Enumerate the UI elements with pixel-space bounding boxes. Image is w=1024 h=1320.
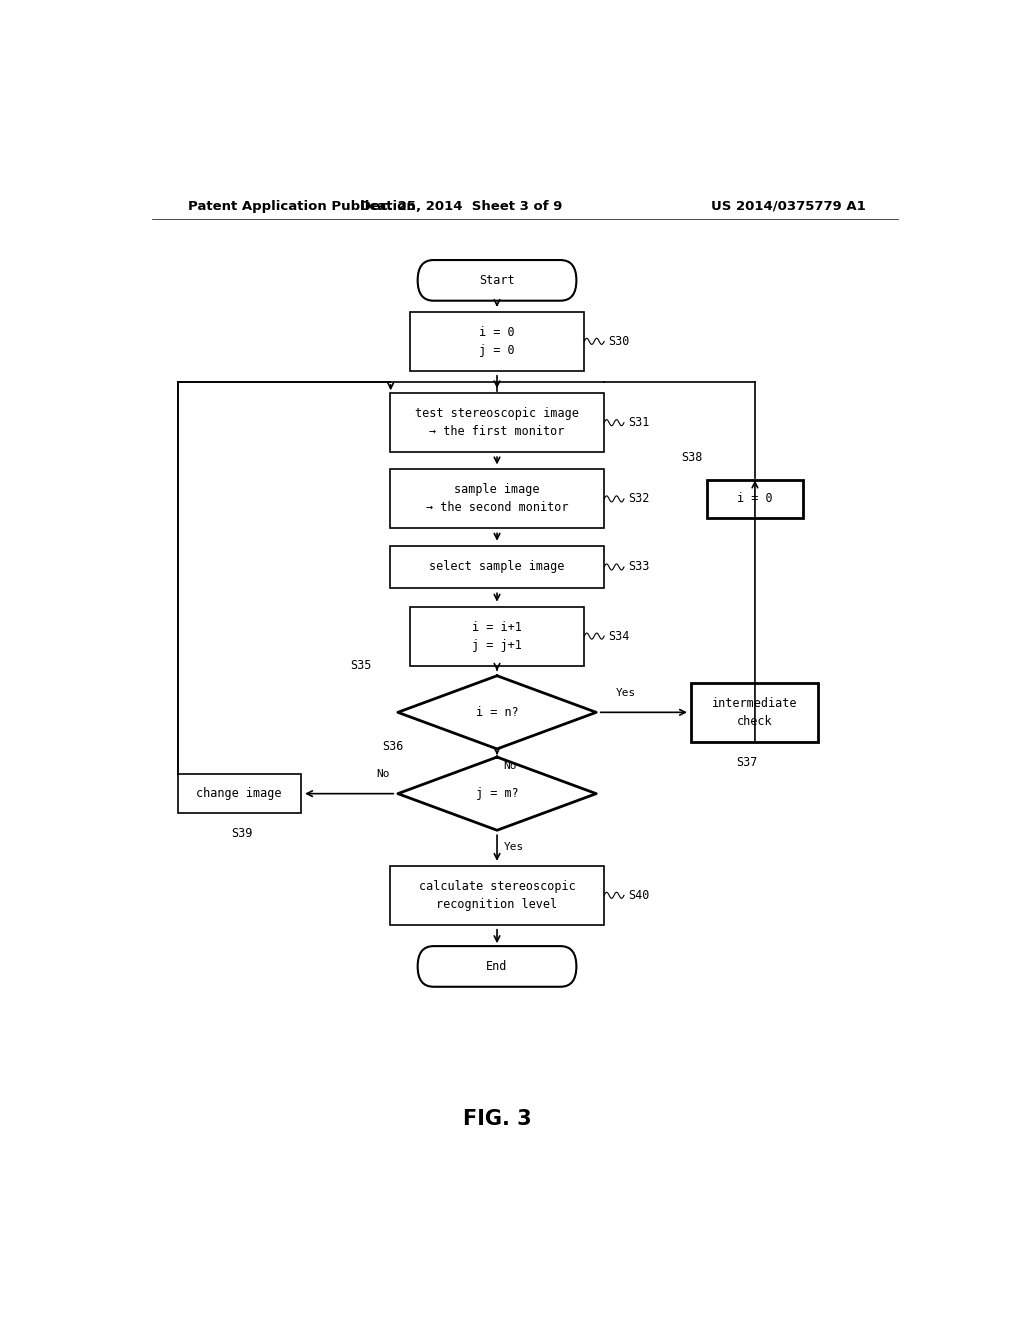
Text: S34: S34 — [608, 630, 630, 643]
Polygon shape — [397, 758, 596, 830]
Text: S40: S40 — [628, 888, 649, 902]
Text: Yes: Yes — [616, 688, 636, 698]
Text: Yes: Yes — [504, 842, 523, 853]
Text: End: End — [486, 960, 508, 973]
Text: S36: S36 — [382, 741, 403, 754]
FancyBboxPatch shape — [390, 866, 604, 925]
FancyBboxPatch shape — [410, 312, 585, 371]
Text: No: No — [377, 770, 390, 779]
Text: S37: S37 — [736, 755, 758, 768]
FancyBboxPatch shape — [177, 775, 301, 813]
Text: S39: S39 — [231, 826, 253, 840]
Text: No: No — [504, 762, 517, 771]
FancyBboxPatch shape — [691, 682, 818, 742]
Text: S32: S32 — [628, 492, 649, 506]
FancyBboxPatch shape — [418, 946, 577, 987]
Text: intermediate
check: intermediate check — [713, 697, 798, 727]
FancyBboxPatch shape — [708, 479, 803, 519]
Text: change image: change image — [197, 787, 282, 800]
Text: sample image
→ the second monitor: sample image → the second monitor — [426, 483, 568, 515]
Text: i = i+1
j = j+1: i = i+1 j = j+1 — [472, 620, 522, 652]
Text: Start: Start — [479, 273, 515, 286]
Text: S30: S30 — [608, 335, 630, 348]
Polygon shape — [397, 676, 596, 748]
Text: j = m?: j = m? — [476, 787, 518, 800]
FancyBboxPatch shape — [390, 393, 604, 453]
Text: S33: S33 — [628, 561, 649, 573]
Text: i = 0
j = 0: i = 0 j = 0 — [479, 326, 515, 356]
Text: i = 0: i = 0 — [737, 492, 773, 506]
Text: select sample image: select sample image — [429, 561, 564, 573]
Text: FIG. 3: FIG. 3 — [463, 1109, 531, 1129]
FancyBboxPatch shape — [390, 470, 604, 528]
Text: S38: S38 — [681, 451, 702, 465]
FancyBboxPatch shape — [390, 545, 604, 589]
Text: US 2014/0375779 A1: US 2014/0375779 A1 — [712, 199, 866, 213]
FancyBboxPatch shape — [418, 260, 577, 301]
Text: i = n?: i = n? — [476, 706, 518, 719]
Text: S35: S35 — [350, 659, 372, 672]
Text: S31: S31 — [628, 416, 649, 429]
FancyBboxPatch shape — [410, 607, 585, 665]
Text: Patent Application Publication: Patent Application Publication — [187, 199, 416, 213]
Text: calculate stereoscopic
recognition level: calculate stereoscopic recognition level — [419, 880, 575, 911]
Text: test stereoscopic image
→ the first monitor: test stereoscopic image → the first moni… — [415, 407, 579, 438]
Text: Dec. 25, 2014  Sheet 3 of 9: Dec. 25, 2014 Sheet 3 of 9 — [360, 199, 562, 213]
